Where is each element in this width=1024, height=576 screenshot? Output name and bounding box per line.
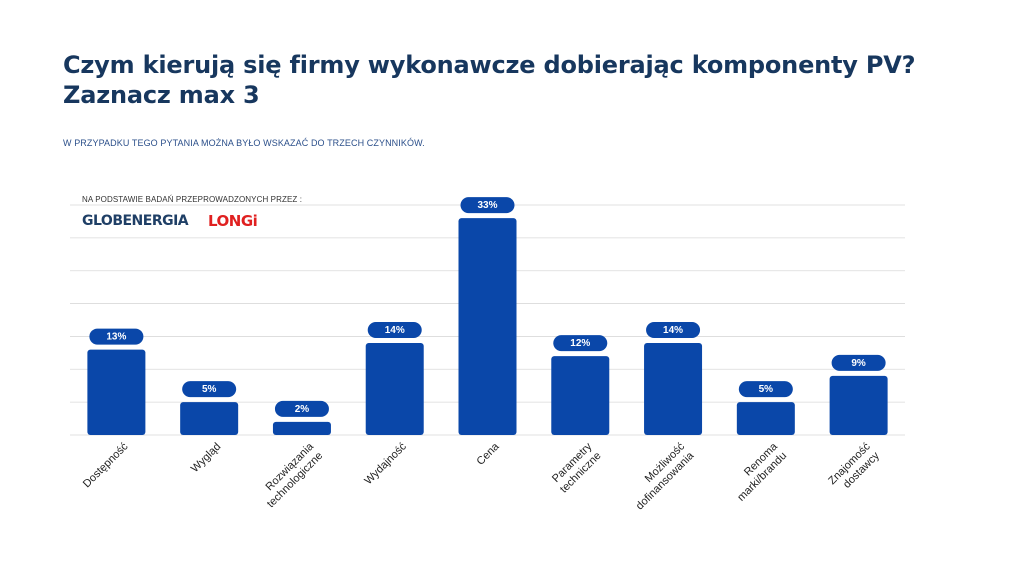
category-labels: Dostępność Wygląd Rozwiązaniatechnologiczn…: [81, 440, 882, 512]
bar: [551, 356, 610, 435]
category-label: Cena: [475, 440, 503, 468]
data-label: 5%: [759, 384, 774, 395]
data-label-pill: [89, 328, 144, 345]
category-label: Możliwośćdofinansowania: [625, 440, 697, 512]
data-label-pill: [460, 197, 515, 214]
data-label: 9%: [851, 358, 866, 369]
data-label: 14%: [385, 325, 405, 336]
source-label: NA PODSTAWIE BADAŃ PRZEPROWADZONYCH PRZE…: [82, 195, 303, 204]
category-label: Renomamarki/brandu: [726, 440, 790, 504]
data-label-pill: [831, 354, 886, 371]
data-label-pill: [738, 381, 793, 398]
data-label-pill: [553, 335, 608, 352]
data-label: 13%: [106, 332, 126, 343]
data-label: 2%: [295, 404, 310, 415]
globenergia-logo: GLOBENERGIA: [82, 213, 189, 229]
bar: [180, 402, 239, 435]
data-labels: 13% 5% 2% 14% 33% 12% 14% 5% 9%: [89, 197, 886, 417]
category-label: Wygląd: [189, 441, 223, 475]
data-label: 5%: [202, 384, 217, 395]
chart-title: Czym kierują się firmy wykonawcze dobier…: [63, 50, 916, 110]
category-label: Dostępność: [81, 440, 131, 490]
data-label-pill: [367, 322, 422, 338]
category-label: Rozwiązaniatechnologiczne: [256, 440, 326, 510]
bar: [829, 375, 888, 435]
data-label: 12%: [570, 338, 590, 349]
chart-subtitle: W PRZYPADKU TEGO PYTANIA MOŻNA BYŁO WSKA…: [63, 138, 425, 148]
bar: [272, 421, 331, 435]
category-label: Znajomośćdostawcy: [826, 440, 882, 496]
bar: [365, 343, 424, 435]
chart-title-line2: Zaznacz max 3: [63, 81, 260, 109]
data-label-pill: [274, 400, 329, 417]
category-label: Parametrytechniczne: [549, 440, 604, 495]
bar: [736, 402, 795, 435]
bar: [644, 343, 703, 435]
data-label: 33%: [477, 200, 497, 211]
bar: [87, 349, 146, 435]
category-label: Wydajność: [362, 440, 409, 487]
data-label-pill: [646, 322, 701, 338]
bar: [458, 218, 517, 435]
data-label: 14%: [663, 325, 683, 336]
longi-logo: LONGi: [208, 212, 258, 230]
chart-title-line1: Czym kierują się firmy wykonawcze dobier…: [63, 51, 916, 79]
data-label-pill: [182, 381, 237, 398]
bars: [87, 218, 888, 435]
